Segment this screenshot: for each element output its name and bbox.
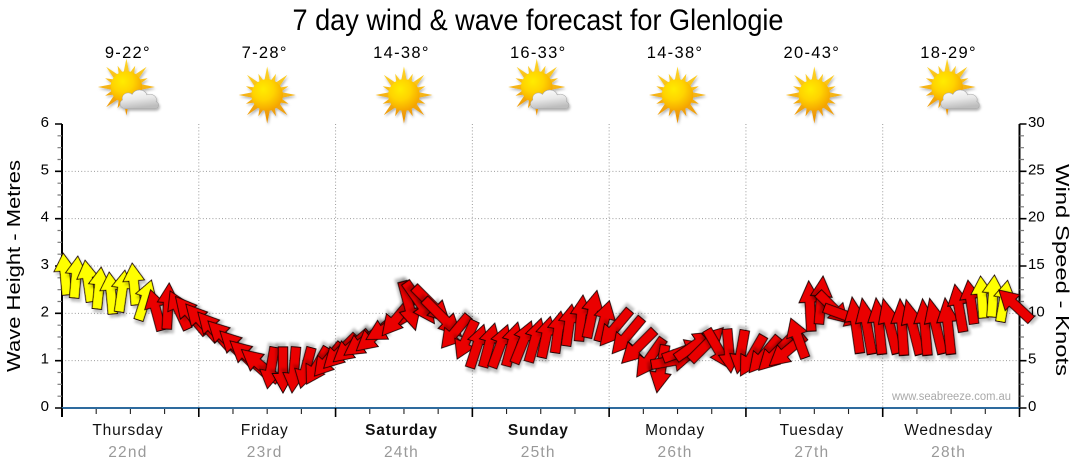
svg-text:6: 6 xyxy=(41,114,49,131)
svg-text:Friday: Friday xyxy=(241,422,289,439)
svg-text:24th: 24th xyxy=(384,444,419,461)
svg-text:15: 15 xyxy=(1028,256,1045,273)
svg-text:18-29°: 18-29° xyxy=(920,44,977,62)
svg-text:9-22°: 9-22° xyxy=(105,44,151,62)
svg-text:Monday: Monday xyxy=(645,422,705,439)
svg-text:30: 30 xyxy=(1028,114,1045,131)
svg-text:25: 25 xyxy=(1028,161,1045,178)
svg-text:Tuesday: Tuesday xyxy=(780,422,844,439)
svg-text:Thursday: Thursday xyxy=(92,422,163,439)
svg-text:25th: 25th xyxy=(521,444,556,461)
svg-text:20: 20 xyxy=(1028,209,1045,226)
svg-text:1: 1 xyxy=(41,351,49,368)
svg-text:20-43°: 20-43° xyxy=(784,44,841,62)
svg-text:7-28°: 7-28° xyxy=(242,44,288,62)
svg-text:www.seabreeze.com.au: www.seabreeze.com.au xyxy=(891,391,1011,403)
svg-text:27th: 27th xyxy=(794,444,829,461)
svg-text:23rd: 23rd xyxy=(247,444,283,461)
svg-text:5: 5 xyxy=(1028,351,1036,368)
svg-text:Saturday: Saturday xyxy=(365,422,438,439)
svg-text:Wednesday: Wednesday xyxy=(904,422,993,439)
svg-text:22nd: 22nd xyxy=(108,444,147,461)
svg-text:4: 4 xyxy=(41,209,49,226)
svg-text:0: 0 xyxy=(1028,398,1036,415)
svg-text:0: 0 xyxy=(41,398,49,415)
svg-text:14-38°: 14-38° xyxy=(373,44,430,62)
svg-text:28th: 28th xyxy=(931,444,966,461)
svg-text:7 day wind & wave forecast for: 7 day wind & wave forecast for Glenlogie xyxy=(293,4,784,37)
svg-text:Wave Height - Metres: Wave Height - Metres xyxy=(3,160,24,372)
svg-text:26th: 26th xyxy=(658,444,693,461)
svg-text:3: 3 xyxy=(41,256,49,273)
svg-text:2: 2 xyxy=(41,303,49,320)
svg-text:Sunday: Sunday xyxy=(508,422,569,439)
svg-text:16-33°: 16-33° xyxy=(510,44,567,62)
svg-text:Wind Speed - Knots: Wind Speed - Knots xyxy=(1052,164,1073,376)
svg-text:14-38°: 14-38° xyxy=(647,44,704,62)
svg-text:5: 5 xyxy=(41,161,49,178)
